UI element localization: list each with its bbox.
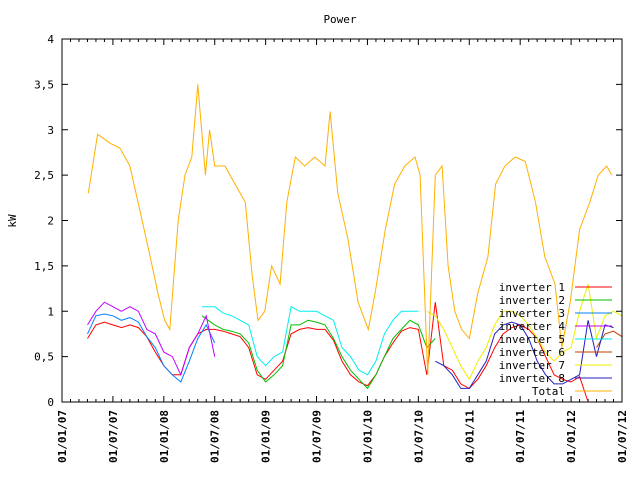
x-tick-label: 01/07/10 — [412, 410, 425, 463]
x-tick-label: 01/01/09 — [260, 410, 273, 463]
x-tick-label: 01/01/12 — [565, 410, 578, 463]
plot-frame — [61, 38, 623, 403]
y-tick-label: 1 — [47, 305, 54, 318]
series-line-inverter-8 — [435, 320, 614, 389]
y-tick-label: 0,5 — [34, 351, 54, 364]
x-tick-label: 01/01/07 — [56, 410, 69, 463]
y-tick-label: 3,5 — [34, 78, 54, 91]
series-line-inverter-5 — [202, 305, 419, 376]
series-line-total — [87, 84, 613, 375]
chart-title: Power — [323, 13, 356, 26]
legend-label: inverter 2 — [499, 294, 565, 307]
legend-label: Total — [532, 385, 565, 398]
y-axis-label: kW — [6, 214, 19, 228]
legend-label: inverter 7 — [499, 359, 565, 372]
x-tick-label: 01/07/11 — [514, 410, 527, 463]
x-tick-label: 01/01/08 — [158, 410, 171, 463]
y-tick-label: 4 — [47, 33, 54, 46]
legend-label: inverter 8 — [499, 372, 565, 385]
y-tick-label: 3 — [47, 124, 54, 137]
legend-label: inverter 4 — [499, 320, 566, 333]
y-tick-label: 0 — [47, 396, 54, 409]
y-tick-label: 2,5 — [34, 169, 54, 182]
series-line-inverter-2 — [201, 315, 436, 390]
series-line-inverter-3 — [87, 313, 216, 383]
series-lines — [87, 84, 623, 403]
x-tick-label: 01/07/08 — [209, 410, 222, 463]
x-tick-label: 01/01/10 — [361, 410, 374, 463]
y-tick-label: 2 — [47, 215, 54, 228]
axes: 0 0,5 1 1,5 2 2,5 3 3,5 4 01/01/07 01/07/07 01/01/0… — [34, 33, 629, 463]
legend-label: inverter 3 — [499, 307, 565, 320]
x-tick-label: 01/07/12 — [616, 410, 629, 463]
series-line-inverter-4 — [87, 301, 216, 377]
x-tick-label: 01/01/11 — [463, 410, 476, 463]
legend-label: inverter 5 — [499, 333, 565, 346]
legend-label: inverter 1 — [499, 281, 565, 294]
x-tick-label: 01/07/07 — [107, 410, 120, 463]
series-line-inverter-7 — [426, 283, 623, 381]
x-tick-label: 01/07/09 — [311, 410, 324, 463]
y-tick-label: 1,5 — [34, 260, 54, 273]
legend-label: inverter 6 — [499, 346, 565, 359]
